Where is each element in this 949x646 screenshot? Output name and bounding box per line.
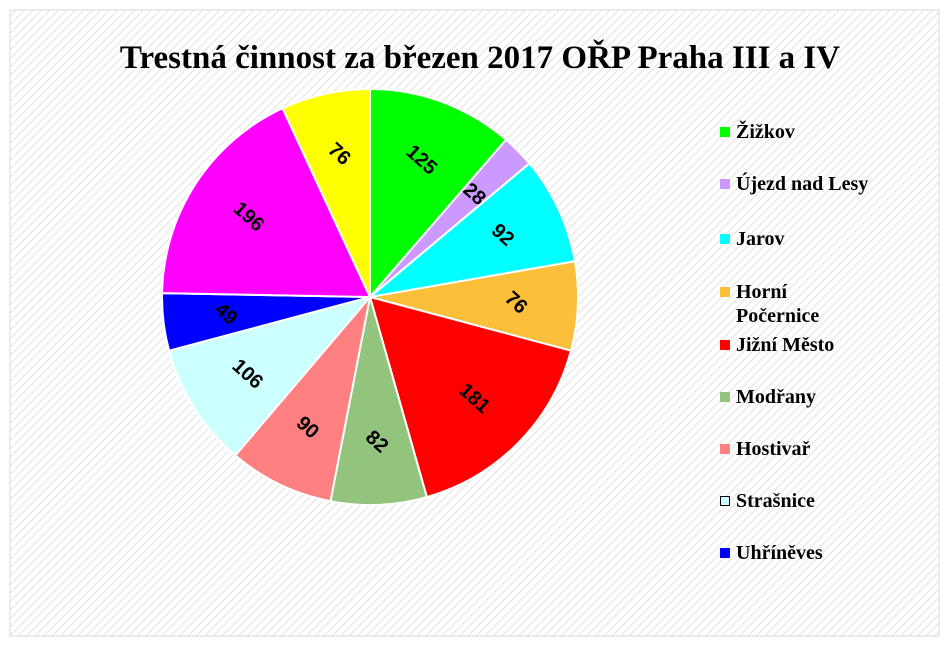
- legend-item: Újezd nad Lesy: [720, 172, 870, 196]
- legend-swatch: [720, 444, 730, 454]
- legend-item: Strašnice: [720, 489, 870, 513]
- legend-label: Strašnice: [736, 490, 815, 512]
- legend-item: Jarov: [720, 227, 870, 251]
- legend-label: Horní Počernice: [736, 281, 820, 327]
- legend-label: Újezd nad Lesy: [736, 173, 869, 195]
- pie-slice: [329, 296, 429, 506]
- legend-swatch: [720, 340, 730, 350]
- legend-swatch: [720, 392, 730, 402]
- chart-title: Trestná činnost za březen 2017 OŘP Praha…: [119, 40, 841, 76]
- legend-label: Jarov: [736, 228, 785, 250]
- legend-item: Žižkov: [720, 120, 870, 144]
- legend-swatch: [720, 234, 730, 244]
- legend-swatch: [720, 496, 730, 506]
- legend-label: Modřany: [736, 386, 816, 408]
- legend-label: Hostivař: [736, 438, 811, 460]
- legend-item: Hostivař: [720, 437, 870, 461]
- legend-label: Žižkov: [736, 121, 795, 143]
- pie-slice: [233, 293, 372, 503]
- pie-slice: [167, 295, 373, 457]
- pie-slice: [369, 87, 508, 300]
- pie-slice: [161, 106, 372, 299]
- legend-swatch: [720, 179, 730, 189]
- legend-label: Uhříněves: [736, 542, 823, 564]
- legend-item: Horní Počernice: [720, 280, 870, 328]
- legend-item: Uhříněves: [720, 541, 870, 565]
- legend-item: Modřany: [720, 385, 870, 409]
- pie-slice: [281, 87, 371, 298]
- legend-item: Jižní Město: [720, 333, 870, 357]
- legend-swatch: [720, 548, 730, 558]
- legend-swatch: [720, 127, 730, 137]
- legend-label: Jižní Město: [736, 334, 835, 356]
- pie-slice: [368, 295, 573, 499]
- pie-slice: [366, 161, 577, 299]
- legend-swatch: [720, 287, 730, 297]
